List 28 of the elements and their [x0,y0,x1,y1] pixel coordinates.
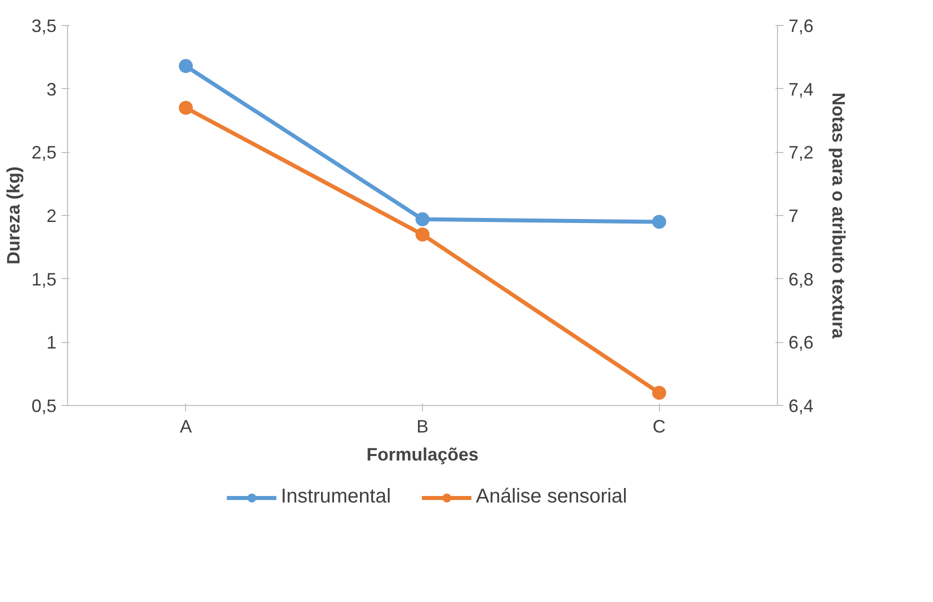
y-tick-label: 1,5 [31,269,57,290]
point [416,228,430,242]
y-axis-title: Dureza (kg) [3,166,24,265]
y-tick-label: 2,5 [31,142,57,163]
y2-tick-label: 7,4 [788,79,814,100]
y-tick-label: 3,5 [31,16,57,36]
y-tick-label: 0,5 [31,396,57,416]
y2-axis-title: Notas para o atributo textura [828,92,849,340]
x-tick-label: A [180,416,192,436]
y2-tick-label: 7,6 [788,16,814,36]
y2-tick-label: 6,8 [788,269,814,290]
y-tick-label: 3 [46,79,57,100]
point [652,386,666,400]
x-tick-label: C [652,416,666,436]
x-axis-title: Formulações [366,444,479,464]
y2-tick-label: 7 [788,206,799,226]
y2-tick-label: 6,4 [788,396,814,416]
y2-tick-label: 6,6 [788,332,814,353]
point [652,214,666,229]
y-tick-label: 2 [46,206,57,226]
x-tick-label: B [416,416,429,436]
point [178,100,193,115]
y-tick-label: 1 [46,332,57,353]
y2-tick-label: 7,2 [788,142,814,163]
legend-label: Instrumental [280,486,391,508]
legend-label: Análise sensorial [476,486,628,508]
point [416,212,430,226]
point [178,59,193,74]
